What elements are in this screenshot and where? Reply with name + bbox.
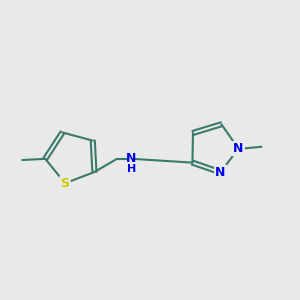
- Text: H: H: [127, 164, 136, 174]
- Text: N: N: [215, 166, 226, 179]
- Text: N: N: [233, 142, 244, 155]
- Text: S: S: [61, 177, 70, 190]
- Text: N: N: [126, 152, 136, 166]
